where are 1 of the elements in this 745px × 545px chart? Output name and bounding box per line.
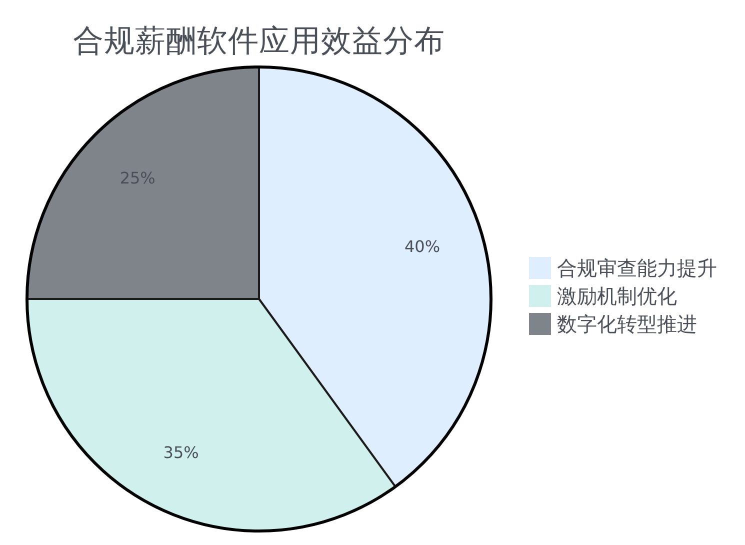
- title: 合规薪酬软件应用效益分布: [73, 24, 445, 59]
